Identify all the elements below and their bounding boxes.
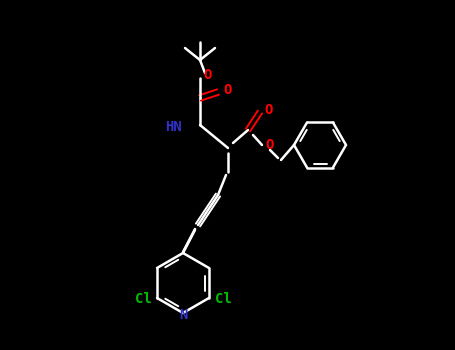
Text: Cl: Cl: [135, 292, 152, 306]
Text: O: O: [204, 68, 212, 82]
Text: N: N: [179, 308, 187, 322]
Text: Cl: Cl: [215, 292, 231, 306]
Text: HN: HN: [165, 120, 182, 134]
Text: O: O: [265, 103, 273, 117]
Text: O: O: [266, 138, 274, 152]
Text: O: O: [224, 83, 232, 97]
